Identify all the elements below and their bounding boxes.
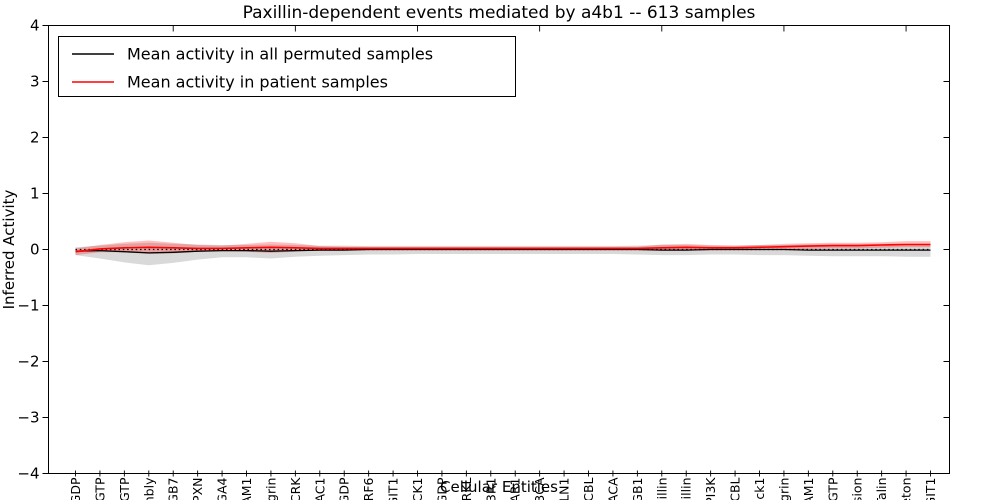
y-tick-label: 2	[30, 129, 40, 147]
x-category-label: PRKACA	[605, 477, 620, 500]
legend-box	[58, 36, 516, 97]
legend: Mean activity in all permuted samples Me…	[58, 36, 516, 97]
x-category-label: PIK3CA	[532, 477, 547, 500]
x-category-label: TLN1	[557, 478, 572, 500]
x-category-label: Rac1/GDP	[337, 477, 352, 500]
x-category-label: BCAR1	[508, 478, 523, 500]
x-category-label: CBL	[581, 477, 596, 500]
x-category-label: alpha4/beta1 Integrin/Paxillin/Talin	[874, 477, 889, 500]
x-category-label: mol:GTP	[92, 477, 107, 500]
x-category-label: lamellipodium assembly	[141, 477, 156, 500]
x-category-label: PXN	[190, 478, 205, 500]
x-category-label: ARF6/GTP	[825, 477, 840, 500]
x-category-label: CRKL/CBL	[728, 477, 743, 500]
x-category-labels: mol:GDP mol:GTP Rac1/GTP lamellipodium asse…	[68, 477, 938, 500]
x-category-label: GIT1	[386, 478, 401, 500]
x-category-label: ARF6/GDP	[434, 477, 449, 500]
x-axis-label: Cellular Entities	[440, 478, 558, 496]
x-category-label: alpha4/beta1 Integrin/Paxillin/Talin/Act…	[899, 478, 914, 500]
chart-title: Paxillin-dependent events mediated by a4…	[243, 3, 756, 23]
confidence-bands	[75, 240, 931, 266]
x-category-label: ITGA4	[215, 477, 230, 500]
x-category-label: ARF6	[361, 477, 376, 500]
series-line-0	[75, 248, 931, 254]
y-tick-label: 1	[30, 185, 40, 203]
x-category-label: cell adhesion	[850, 478, 865, 500]
series-line-1	[75, 243, 931, 253]
x-category-label: RAC1	[312, 478, 327, 500]
y-tick-label: −1	[17, 297, 39, 315]
legend-label-permuted: Mean activity in all permuted samples	[127, 45, 433, 64]
x-category-label: alpha4/beta1 Integrin/Paxillin	[679, 478, 694, 500]
x-category-label: VCAM1	[239, 478, 254, 500]
x-category-label: ITGB7	[166, 478, 181, 500]
x-category-label: alpha4/beta1 Integrin	[776, 478, 791, 500]
axis-ticks	[42, 25, 950, 477]
series-lines	[75, 243, 931, 254]
x-category-label: PI3K	[703, 477, 718, 500]
x-category-label: CRK	[288, 477, 303, 500]
x-category-label: PIK3R1	[483, 478, 498, 500]
y-axis-label: Inferred Activity	[0, 189, 18, 309]
y-tick-label: 4	[30, 17, 40, 35]
legend-label-patient: Mean activity in patient samples	[127, 73, 388, 92]
y-tick-labels: −4 −3 −2 −1 0 1 2 3 4	[17, 17, 39, 483]
x-category-label: alpha4/beta1 Integrin/Paxillin/VCAM1	[801, 478, 816, 500]
x-category-label: ITGB1	[630, 478, 645, 500]
x-category-label: CRKL	[459, 477, 474, 500]
x-category-label: alpha4/beta1 Integrin/Paxillin/GIT1	[923, 478, 938, 500]
x-category-label: DOCK1	[410, 478, 425, 500]
x-category-label: Rac1/GTP	[117, 477, 132, 500]
x-category-label: alpha4/beta7 Integrin	[263, 478, 278, 500]
y-tick-label: 0	[30, 241, 40, 259]
y-tick-label: 3	[30, 73, 40, 91]
y-tick-label: −3	[17, 409, 39, 427]
x-category-label: mol:GDP	[68, 477, 83, 500]
y-tick-label: −4	[17, 465, 39, 483]
x-category-label: alpha4/beta7 Integrin/Paxillin	[654, 478, 669, 500]
y-tick-label: −2	[17, 353, 39, 371]
x-category-label: p130Cas/Crk/Dock1	[752, 478, 767, 500]
